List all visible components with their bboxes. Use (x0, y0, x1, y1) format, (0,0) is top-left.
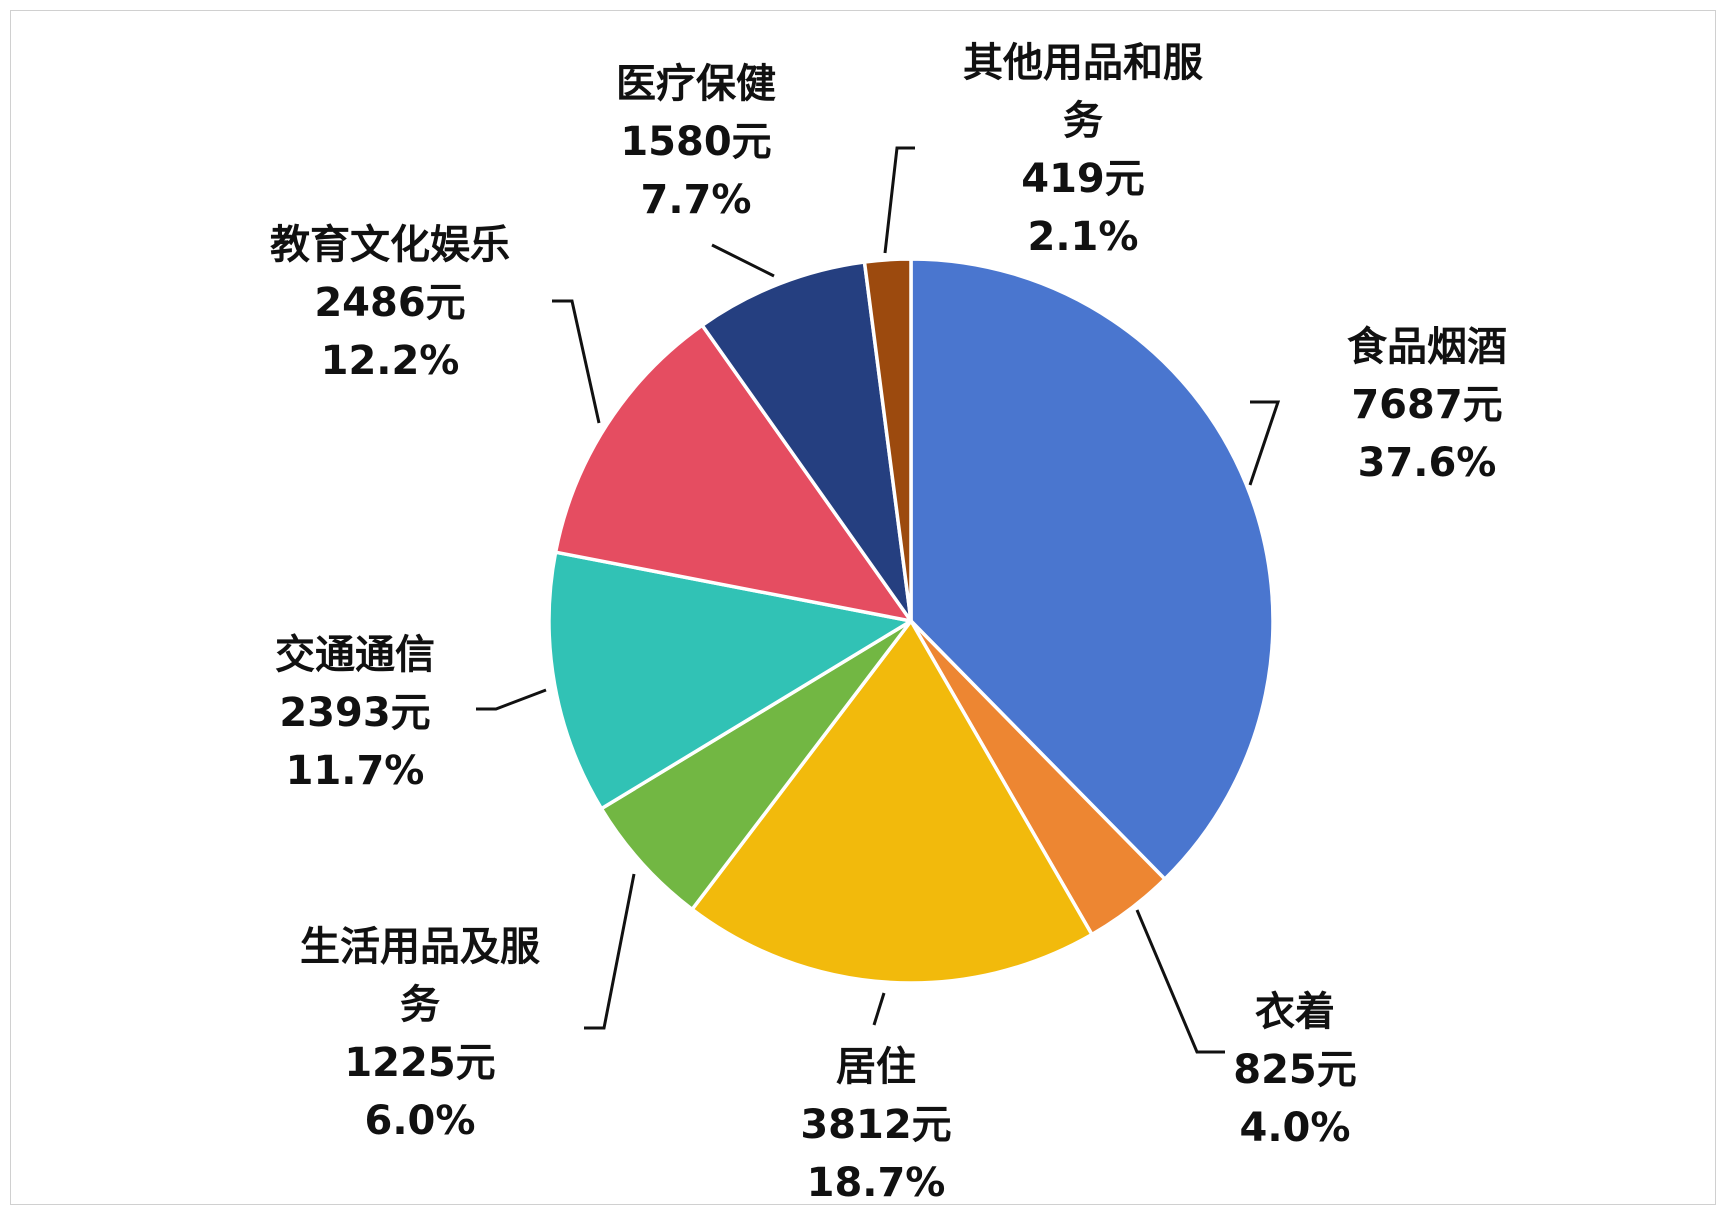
category-label-line-1: 其他用品和服 (963, 40, 1203, 86)
data-label-slice-6: 教育文化娱乐 2486元 12.2% (270, 222, 510, 384)
percent-label: 18.7% (807, 1160, 946, 1206)
percent-label: 4.0% (1240, 1105, 1351, 1151)
leader-line-slice-6 (552, 299, 601, 424)
data-label-slice-3: 居住 3812元 18.7% (800, 1044, 951, 1206)
pie-slices (547, 257, 1275, 985)
amount-label: 1225元 (344, 1040, 495, 1086)
category-label-line-1: 食品烟酒 (1347, 324, 1507, 370)
percent-label: 6.0% (365, 1098, 476, 1144)
pie-slice-1 (909, 257, 1275, 881)
data-label-slice-1: 食品烟酒 7687元 37.6% (1347, 324, 1507, 486)
amount-label: 825元 (1233, 1047, 1357, 1093)
pie-slice-4 (599, 619, 913, 912)
amount-label: 2486元 (314, 280, 465, 326)
percent-label: 12.2% (321, 338, 460, 384)
category-label-line-2: 务 (1063, 98, 1103, 144)
data-label-slice-2: 衣着 825元 4.0% (1233, 989, 1357, 1151)
leader-line-slice-1 (1248, 400, 1281, 486)
percent-label: 11.7% (286, 748, 425, 794)
data-label-slice-4: 生活用品及服务 1225元 6.0% (300, 924, 540, 1144)
percent-label: 7.7% (641, 177, 752, 223)
data-label-slice-8: 其他用品和服务 419元 2.1% (963, 40, 1203, 260)
leader-line-slice-3 (872, 992, 886, 1026)
category-label-line-1: 交通通信 (275, 632, 435, 678)
leader-line-slice-2 (1135, 909, 1225, 1054)
data-labels: 食品烟酒 7687元 37.6% 衣着 825元 4.0% 居住 3812元 18.7% 生活用品… (270, 40, 1507, 1206)
category-label-line-1: 衣着 (1255, 989, 1335, 1035)
leader-line-slice-4 (584, 873, 636, 1030)
amount-label: 419元 (1021, 156, 1145, 202)
pie-slice-6 (553, 323, 913, 623)
leader-line-slice-5 (476, 688, 547, 711)
percent-label: 2.1% (1028, 214, 1139, 260)
category-label-line-1: 居住 (836, 1044, 916, 1090)
amount-label: 3812元 (800, 1102, 951, 1148)
data-label-slice-7: 医疗保健 1580元 7.7% (616, 61, 776, 223)
leader-lines (476, 146, 1281, 1054)
data-label-slice-5: 交通通信 2393元 11.7% (275, 632, 435, 794)
category-label-line-1: 教育文化娱乐 (270, 222, 510, 268)
amount-label: 2393元 (279, 690, 430, 736)
pie-slice-7 (700, 260, 913, 623)
pie-slice-8 (862, 257, 913, 623)
category-label-line-1: 生活用品及服 (300, 924, 540, 970)
percent-label: 37.6% (1358, 440, 1497, 486)
category-label-line-1: 医疗保健 (616, 61, 776, 107)
pie-slice-5 (547, 550, 913, 811)
leader-line-slice-8 (883, 146, 915, 254)
category-label-line-2: 务 (400, 982, 440, 1028)
leader-line-slice-7 (711, 243, 775, 278)
amount-label: 1580元 (620, 119, 771, 165)
pie-slice-3 (690, 619, 1094, 985)
amount-label: 7687元 (1351, 382, 1502, 428)
